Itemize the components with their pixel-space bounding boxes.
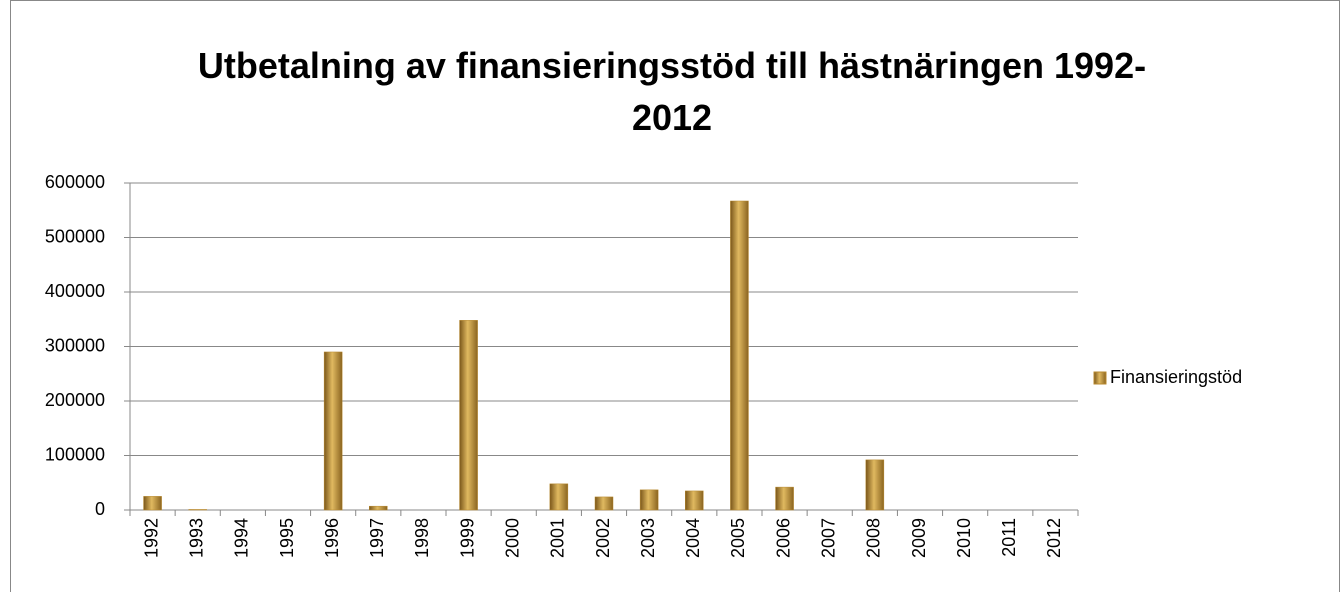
bar	[143, 496, 162, 511]
legend-label: Finansieringstöd	[1110, 367, 1242, 387]
y-tick-label: 500000	[45, 226, 105, 246]
bar	[459, 320, 478, 511]
x-tick-label: 2008	[864, 518, 884, 558]
y-tick-label: 600000	[45, 172, 105, 192]
bar	[549, 483, 569, 511]
x-tick-label: 2005	[728, 518, 748, 558]
x-tick-label: 2011	[999, 518, 1019, 557]
x-tick-label: 1999	[457, 518, 477, 558]
bar	[730, 200, 749, 511]
bar	[323, 351, 343, 511]
y-tick-label: 100000	[45, 444, 105, 464]
x-tick-label: 2004	[683, 518, 703, 558]
bar	[685, 490, 704, 511]
chart-title: Utbetalning av finansieringsstöd till hä…	[197, 45, 1147, 138]
x-tick-label: 1992	[141, 518, 161, 558]
x-tick-label: 2009	[909, 518, 929, 558]
bar	[639, 489, 659, 511]
y-tick-label: 200000	[45, 390, 105, 410]
x-tick-label: 2003	[638, 518, 658, 558]
x-tick-label: 1998	[412, 518, 432, 558]
x-tick-label: 2012	[1044, 518, 1064, 558]
bar	[594, 496, 614, 511]
bar	[188, 509, 207, 511]
x-tick-label: 1997	[367, 518, 387, 558]
x-tick-label: 2007	[818, 518, 838, 558]
y-tick-label: 0	[95, 499, 105, 519]
y-tick-label: 400000	[45, 281, 105, 301]
x-tick-label: 2006	[773, 518, 793, 558]
x-tick-label: 2000	[502, 518, 522, 558]
bar	[369, 505, 388, 511]
x-tick-label: 1995	[277, 518, 297, 558]
legend-marker	[1093, 371, 1107, 385]
bar	[865, 459, 885, 511]
x-tick-label: 1993	[186, 518, 206, 558]
y-tick-label: 300000	[45, 335, 105, 355]
chart-border	[10, 0, 1340, 592]
x-tick-label: 2001	[548, 518, 568, 558]
x-tick-label: 1994	[232, 518, 252, 558]
x-tick-label: 2002	[593, 518, 613, 558]
bar	[775, 486, 794, 511]
x-tick-label: 1996	[322, 518, 342, 558]
x-tick-label: 2010	[954, 518, 974, 558]
